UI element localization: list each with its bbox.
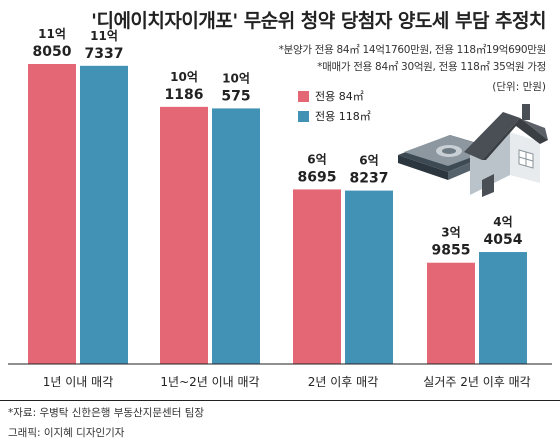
legend-item-118: 전용 118㎡ [298, 106, 371, 126]
chart-title: '디에이치자이개포' 무순위 청약 당첨자 양도세 부담 추정치 [91, 10, 546, 32]
bar-118 [212, 108, 260, 364]
credit-text: 그래픽: 이지혜 디자인기자 [8, 427, 125, 439]
bar-value-label-top: 6억 [307, 152, 326, 166]
legend-swatch-84 [298, 90, 309, 102]
bar-118 [80, 65, 128, 364]
bar-group: 11억 8050 11억 7337 1년 이내 매각 [28, 27, 128, 389]
bar-84 [427, 262, 475, 364]
bar-value-label-top: 11억 [90, 29, 118, 43]
bar-value-label-bottom: 9855 [432, 243, 471, 259]
legend-label-118: 전용 118㎡ [315, 110, 371, 123]
bar-value-label-bottom: 575 [221, 88, 250, 104]
bar-84 [28, 64, 76, 364]
bar-value-label-bottom: 8050 [33, 44, 72, 60]
bar-value-label-top: 4억 [493, 215, 512, 229]
bar-value-label-bottom: 7337 [85, 46, 124, 62]
bar-value-label-top: 6억 [359, 154, 378, 168]
bar-value-label-top: 10억 [170, 70, 198, 84]
category-label: 1년~2년 이내 매각 [160, 375, 259, 389]
bar-value-label-bottom: 1186 [165, 87, 204, 103]
bar-value-label-bottom: 8695 [298, 169, 337, 185]
bar-value-label-top: 11억 [38, 27, 66, 41]
house-with-money-icon [398, 104, 548, 197]
bar-group: 10억 1186 10억 575 1년~2년 이내 매각 [160, 70, 260, 389]
bar-118 [479, 252, 527, 364]
legend: 전용 84㎡ 전용 118㎡ [298, 86, 371, 126]
sale-price-note: *매매가 전용 84㎡ 30억원, 전용 118㎡ 35억원 가정 [317, 61, 546, 73]
bar-value-label-bottom: 8237 [350, 171, 389, 187]
price-note: *분양가 전용 84㎡ 14억1760만원, 전용 118㎡19억690만원 [278, 44, 547, 56]
legend-item-84: 전용 84㎡ [298, 86, 371, 106]
bar-118 [345, 190, 393, 364]
source-text: *자료: 우병탁 신한은행 부동산지문센터 팀장 [8, 407, 205, 419]
bar-84 [293, 189, 341, 364]
category-label: 1년 이내 매각 [43, 375, 113, 389]
footer-divider [0, 400, 560, 401]
legend-label-84: 전용 84㎡ [315, 90, 364, 103]
bar-value-label-top: 3억 [441, 226, 460, 240]
bar-group: 3억 9855 4억 4054 실거주 2년 이후 매각 [423, 215, 530, 389]
category-label: 2년 이후 매각 [308, 375, 378, 389]
category-label: 실거주 2년 이후 매각 [423, 375, 530, 389]
unit-label: (단위: 만원) [492, 81, 546, 93]
bar-group: 6억 8695 6억 8237 2년 이후 매각 [293, 152, 393, 389]
bar-value-label-bottom: 4054 [484, 232, 523, 248]
bar-84 [160, 106, 208, 364]
legend-swatch-118 [298, 110, 309, 122]
bar-value-label-top: 10억 [222, 71, 250, 85]
